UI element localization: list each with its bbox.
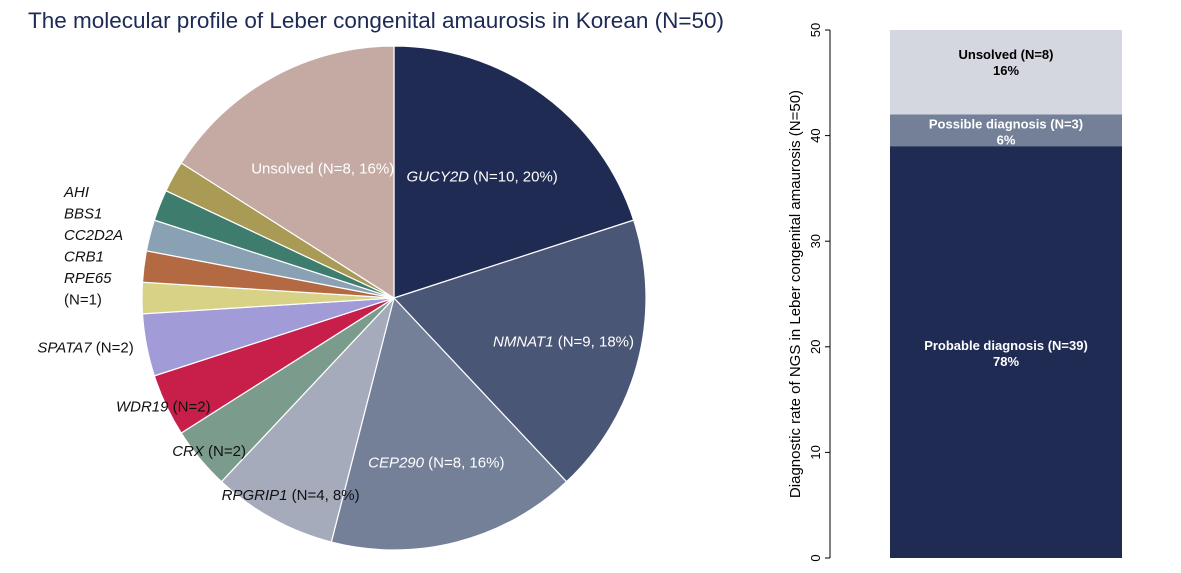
pie-labels: GUCY2D (N=10, 20%) NMNAT1 (N=9, 18%) CEP29… — [37, 160, 634, 504]
bar-y-axis-title: Diagnostic rate of NGS in Leber congenit… — [787, 90, 804, 498]
pie-label-crb1: CRB1 — [64, 249, 104, 266]
bar-segment-percent: 16% — [993, 63, 1019, 78]
pie-label-bbs1: BBS1 — [64, 206, 102, 223]
pie-slice-unsolved — [180, 45, 395, 300]
pie-label-cc2d2a: CC2D2A — [64, 227, 123, 244]
bar-segment-label: Unsolved (N=8) — [959, 47, 1054, 62]
pie-label-rpe65: RPE65 — [64, 270, 112, 287]
pie-slices — [141, 45, 647, 551]
bar-tick-label: 30 — [808, 234, 823, 248]
pie-chart-title: The molecular profile of Leber congenita… — [28, 8, 724, 33]
bar-tick-label: 20 — [808, 340, 823, 354]
bar-tick-label: 40 — [808, 128, 823, 142]
pie-label-unsolved: Unsolved (N=8, 16%) — [251, 160, 394, 177]
bar-segment-unsolved-n-8 — [890, 30, 1122, 115]
pie-label-nmnat1: NMNAT1 (N=9, 18%) — [493, 334, 634, 351]
pie-slice-rpgrip1 — [220, 297, 395, 543]
bar-tick-label: 0 — [808, 554, 823, 561]
pie-label-ahi: AHI — [63, 184, 89, 201]
bar-segments — [890, 30, 1122, 558]
pie-label-cep290: CEP290 (N=8, 16%) — [368, 455, 504, 472]
pie-label-wdr19: WDR19 (N=2) — [116, 399, 211, 416]
bar-segment-possible-diagnosis-n-3 — [890, 114, 1122, 147]
pie-label-spata7: SPATA7 (N=2) — [37, 340, 133, 357]
bar-segment-percent: 6% — [997, 132, 1016, 147]
pie-slice-gucy2d — [393, 45, 635, 299]
pie-slice-nmnat1 — [392, 219, 647, 483]
pie-label-crx: CRX (N=2) — [172, 443, 246, 460]
pie-label-gucy2d: GUCY2D (N=10, 20%) — [407, 169, 558, 186]
bar-segment-label: Probable diagnosis (N=39) — [924, 338, 1088, 353]
pie-slice-cep290 — [330, 296, 568, 551]
bar-segment-percent: 78% — [993, 354, 1019, 369]
bar-tick-label: 10 — [808, 445, 823, 459]
bar-tick-label: 50 — [808, 23, 823, 37]
bar-segment-label: Possible diagnosis (N=3) — [929, 116, 1083, 131]
bar-labels: Probable diagnosis (N=39)78% Possible dia… — [924, 47, 1088, 369]
bar-segment-probable-diagnosis-n-39 — [890, 146, 1122, 558]
bar-y-axis: 0 10 20 30 40 50 Diagnostic rate of NGS in Leb… — [787, 23, 831, 562]
pie-label-rpgrip1: RPGRIP1 (N=4, 8%) — [222, 487, 360, 504]
pie-label-single-gene-count: (N=1) — [64, 292, 102, 309]
